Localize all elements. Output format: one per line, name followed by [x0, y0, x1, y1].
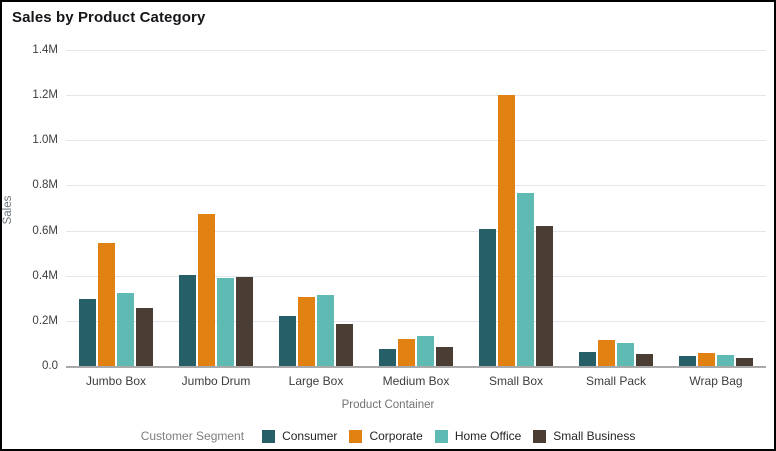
bar-small-pack-corporate[interactable] — [598, 340, 615, 366]
bar-small-box-home-office[interactable] — [517, 193, 534, 366]
legend-label: Corporate — [369, 429, 423, 443]
category-label-medium-box: Medium Box — [382, 374, 450, 388]
y-tick-label: 0.2M — [32, 314, 58, 327]
bar-group-medium-box — [366, 48, 466, 366]
legend-item-home-office[interactable]: Home Office — [434, 429, 522, 443]
legend-swatch-corporate — [349, 429, 363, 443]
bar-group-small-pack — [566, 48, 666, 366]
legend-label: Small Business — [553, 429, 636, 443]
bar-medium-box-corporate[interactable] — [398, 339, 415, 366]
x-axis-line — [66, 366, 766, 368]
bar-jumbo-drum-home-office[interactable] — [217, 278, 234, 366]
y-tick-label: 0.0 — [42, 360, 58, 372]
x-axis-title: Product Container — [341, 399, 435, 411]
bar-small-box-small-business[interactable] — [536, 226, 553, 366]
category-label-small-box: Small Box — [488, 374, 544, 388]
bar-large-box-corporate[interactable] — [298, 297, 315, 366]
gridline — [66, 95, 766, 97]
y-tick-label: 0.8M — [32, 179, 58, 192]
legend-item-small-business[interactable]: Small Business — [533, 429, 635, 443]
plot-area — [66, 50, 766, 368]
legend-item-corporate[interactable]: Corporate — [349, 429, 423, 443]
bar-small-pack-small-business[interactable] — [636, 354, 653, 366]
chart-title: Sales by Product Category — [12, 9, 206, 26]
bar-jumbo-box-corporate[interactable] — [98, 243, 115, 366]
bar-jumbo-drum-consumer[interactable] — [179, 275, 196, 366]
bar-wrap-bag-consumer[interactable] — [679, 356, 696, 366]
bar-group-jumbo-drum — [166, 48, 266, 366]
gridline — [66, 320, 766, 322]
gridline — [66, 275, 766, 277]
bar-group-large-box — [266, 48, 366, 366]
bar-group-jumbo-box — [66, 48, 166, 366]
category-label-small-pack: Small Pack — [585, 374, 647, 388]
category-label-large-box: Large Box — [288, 374, 344, 388]
legend-title: Customer Segment — [140, 429, 245, 443]
bar-group-small-box — [466, 48, 566, 366]
legend-label: Consumer — [282, 429, 338, 443]
legend-item-consumer[interactable]: Consumer — [262, 429, 337, 443]
bar-group-wrap-bag — [666, 48, 766, 366]
category-label-jumbo-box: Jumbo Box — [85, 374, 147, 388]
category-label-wrap-bag: Wrap Bag — [689, 374, 743, 388]
bar-jumbo-drum-small-business[interactable] — [236, 277, 253, 366]
gridline — [66, 50, 766, 51]
bar-jumbo-drum-corporate[interactable] — [198, 214, 215, 366]
bar-small-pack-consumer[interactable] — [579, 352, 596, 366]
bar-wrap-bag-corporate[interactable] — [698, 353, 715, 366]
y-tick-label: 1.2M — [32, 89, 58, 102]
bar-large-box-consumer[interactable] — [279, 316, 296, 366]
category-label-jumbo-drum: Jumbo Drum — [181, 374, 251, 388]
legend-swatch-small-business — [533, 429, 547, 443]
bar-jumbo-box-consumer[interactable] — [79, 299, 96, 366]
bar-wrap-bag-home-office[interactable] — [717, 355, 734, 366]
gridline — [66, 185, 766, 187]
legend-swatch-home-office — [434, 429, 448, 443]
y-tick-label: 1.0M — [32, 134, 58, 147]
bar-medium-box-consumer[interactable] — [379, 349, 396, 366]
bar-wrap-bag-small-business[interactable] — [736, 358, 753, 366]
legend-label: Home Office — [454, 429, 522, 443]
bar-small-box-consumer[interactable] — [479, 229, 496, 366]
legend-swatch-consumer — [262, 429, 276, 443]
gridline — [66, 140, 766, 142]
bar-small-pack-home-office[interactable] — [617, 343, 634, 366]
bar-jumbo-box-small-business[interactable] — [136, 308, 153, 366]
gridline — [66, 230, 766, 232]
y-tick-label: 1.4M — [32, 44, 58, 56]
y-tick-label: 0.4M — [32, 269, 58, 282]
bar-jumbo-box-home-office[interactable] — [117, 293, 134, 366]
y-tick-label: 0.6M — [32, 224, 58, 237]
bar-large-box-small-business[interactable] — [336, 324, 353, 366]
bar-medium-box-home-office[interactable] — [417, 336, 434, 366]
bar-small-box-corporate[interactable] — [498, 95, 515, 366]
bar-large-box-home-office[interactable] — [317, 295, 334, 366]
legend: Customer Segment Consumer Corporate Home O… — [2, 428, 774, 444]
bar-medium-box-small-business[interactable] — [436, 347, 453, 366]
